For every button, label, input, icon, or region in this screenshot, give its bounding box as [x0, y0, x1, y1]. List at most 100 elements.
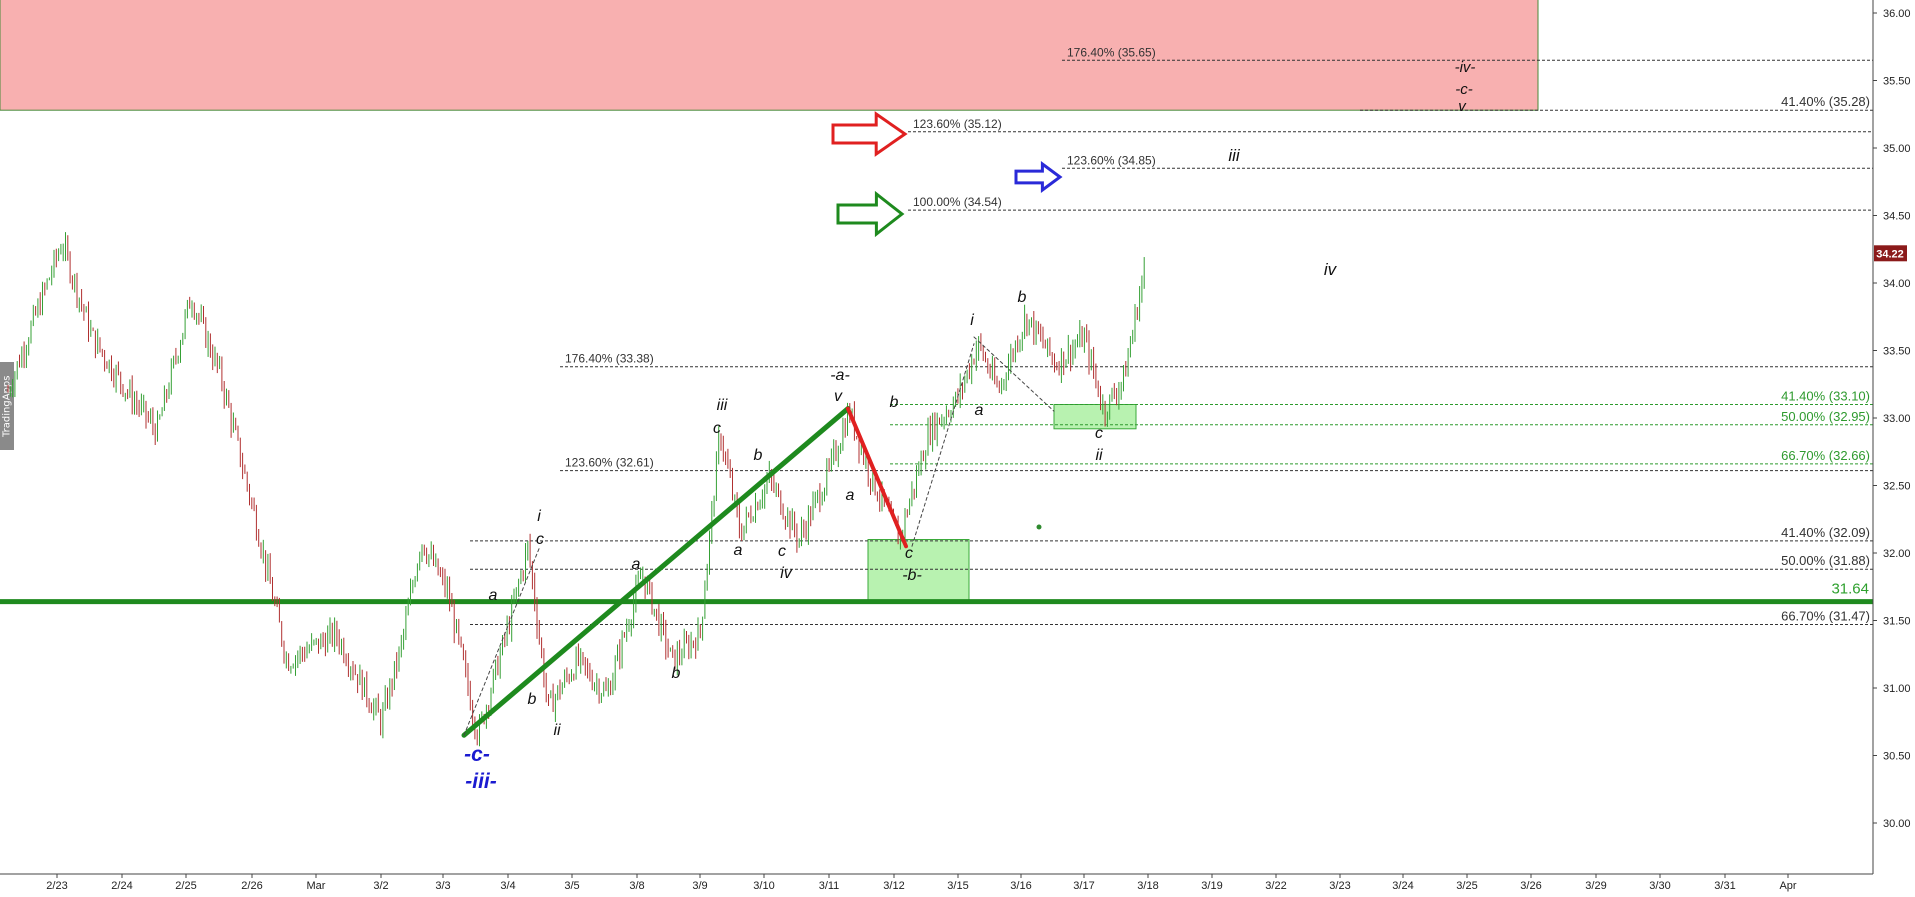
trend-lines-layer [461, 336, 1055, 738]
wave-label: ii [1095, 447, 1103, 464]
wave-label: i [537, 508, 541, 525]
wave-label: c [1095, 425, 1103, 442]
y-tick-label: 30.00 [1883, 818, 1911, 830]
y-tick-label: 31.00 [1883, 683, 1911, 695]
wave-label: a [489, 587, 498, 604]
x-tick-label: 3/3 [435, 880, 450, 892]
last-price-badge [1874, 245, 1907, 262]
green-arrow-icon [836, 190, 905, 238]
y-tick-label: 30.50 [1883, 751, 1911, 763]
blue-arrow-icon [1014, 161, 1063, 193]
x-tick-label: 3/2 [373, 880, 388, 892]
y-tick-label: 34.00 [1883, 278, 1911, 290]
x-tick-label: 3/31 [1714, 880, 1735, 892]
y-tick-label: 32.00 [1883, 548, 1911, 560]
x-tick-label: 2/26 [241, 880, 262, 892]
wave-label: -b- [902, 567, 922, 584]
y-tick-label: 33.00 [1883, 413, 1911, 425]
x-tick-label: 3/24 [1392, 880, 1413, 892]
x-tick-label: 3/17 [1073, 880, 1094, 892]
wave-label: iii [717, 397, 728, 414]
fib-label: 50.00% (31.88) [1781, 553, 1870, 568]
wave-label: -iv- [1455, 59, 1476, 76]
wave-label: c [713, 420, 721, 437]
fib-label: 66.70% (31.47) [1781, 609, 1870, 624]
fib-label: 50.00% (32.95) [1781, 409, 1870, 424]
x-tick-label: Apr [1779, 880, 1796, 892]
x-tick-label: 3/10 [753, 880, 774, 892]
wave-label: a [975, 402, 984, 419]
trend-line-down [846, 406, 908, 549]
wave-label: -iii- [465, 770, 497, 793]
fib-label: 41.40% (32.09) [1781, 525, 1870, 540]
x-tick-label: 3/30 [1649, 880, 1670, 892]
wave-label: a [734, 542, 743, 559]
x-tick-label: 3/15 [947, 880, 968, 892]
last-price-label: 34.22 [1876, 248, 1904, 260]
x-tick-label: 3/18 [1137, 880, 1158, 892]
x-tick-label: 3/4 [500, 880, 515, 892]
wave-label: c [778, 543, 786, 560]
x-tick-label: 3/9 [692, 880, 707, 892]
x-tick-label: 3/11 [819, 880, 840, 892]
wave-label: iv [780, 565, 793, 582]
fib-label: 41.40% (35.28) [1781, 94, 1870, 109]
wave-label: v [834, 388, 843, 405]
resistance-zone [0, 0, 1539, 111]
y-tick-label: 34.50 [1883, 211, 1911, 223]
wave-label: b [754, 447, 763, 464]
x-tick-label: 3/12 [883, 880, 904, 892]
dot-marker [1036, 524, 1042, 530]
wave-b-zone [867, 539, 970, 603]
fib-label: 176.40% (35.65) [1067, 45, 1156, 59]
y-tick-label: 33.50 [1883, 346, 1911, 358]
fib-label: 123.60% (35.12) [913, 117, 1002, 131]
wave-label: b [672, 665, 681, 682]
x-tick-label: 3/19 [1201, 880, 1222, 892]
fib-label: 100.00% (34.54) [913, 195, 1002, 209]
wave-label: iv [1324, 260, 1338, 279]
dotted-trend [973, 336, 1055, 412]
x-tick-label: 3/23 [1329, 880, 1350, 892]
fib-label: 123.60% (32.61) [565, 456, 654, 470]
wave-label: ii [553, 722, 561, 739]
support-label: 31.64 [1831, 581, 1869, 598]
dotted-trend [463, 545, 541, 736]
x-tick-label: 2/24 [111, 880, 132, 892]
x-tick-label: 3/16 [1010, 880, 1031, 892]
arrows-layer [831, 111, 1063, 238]
x-tick-label: 3/25 [1456, 880, 1477, 892]
y-tick-label: 35.00 [1883, 143, 1911, 155]
x-tick-label: 3/8 [629, 880, 644, 892]
wave-label: iii [1228, 146, 1241, 165]
x-tick-label: 3/29 [1585, 880, 1606, 892]
dotted-trend [911, 343, 975, 547]
wave-label: -c- [1455, 81, 1473, 98]
fib-label: 41.40% (33.10) [1781, 389, 1870, 404]
y-tick-label: 36.00 [1883, 8, 1911, 20]
fib-label: 176.40% (33.38) [565, 352, 654, 366]
x-tick-label: Mar [307, 880, 326, 892]
wave-label: b [890, 394, 899, 411]
wave-label: -a- [830, 367, 850, 384]
red-arrow-icon [831, 111, 908, 157]
y-tick-label: 32.50 [1883, 481, 1911, 493]
x-tick-label: 2/23 [46, 880, 67, 892]
wave-label: i [970, 312, 974, 329]
y-tick-label: 31.50 [1883, 616, 1911, 628]
x-tick-label: 3/26 [1520, 880, 1541, 892]
wave-label: -c- [464, 743, 490, 766]
x-tick-label: 3/5 [564, 880, 579, 892]
wave-label: a [846, 487, 855, 504]
fib-label: 123.60% (34.85) [1067, 153, 1156, 167]
fib-label: 66.70% (32.66) [1781, 448, 1870, 463]
x-tick-label: 3/22 [1265, 880, 1286, 892]
trend-line-up [461, 406, 851, 738]
wave-label: c [536, 531, 544, 548]
wave-label: c [905, 545, 913, 562]
y-tick-label: 35.50 [1883, 76, 1911, 88]
wave-label: v [1458, 98, 1467, 115]
wave-label: b [1018, 289, 1027, 306]
